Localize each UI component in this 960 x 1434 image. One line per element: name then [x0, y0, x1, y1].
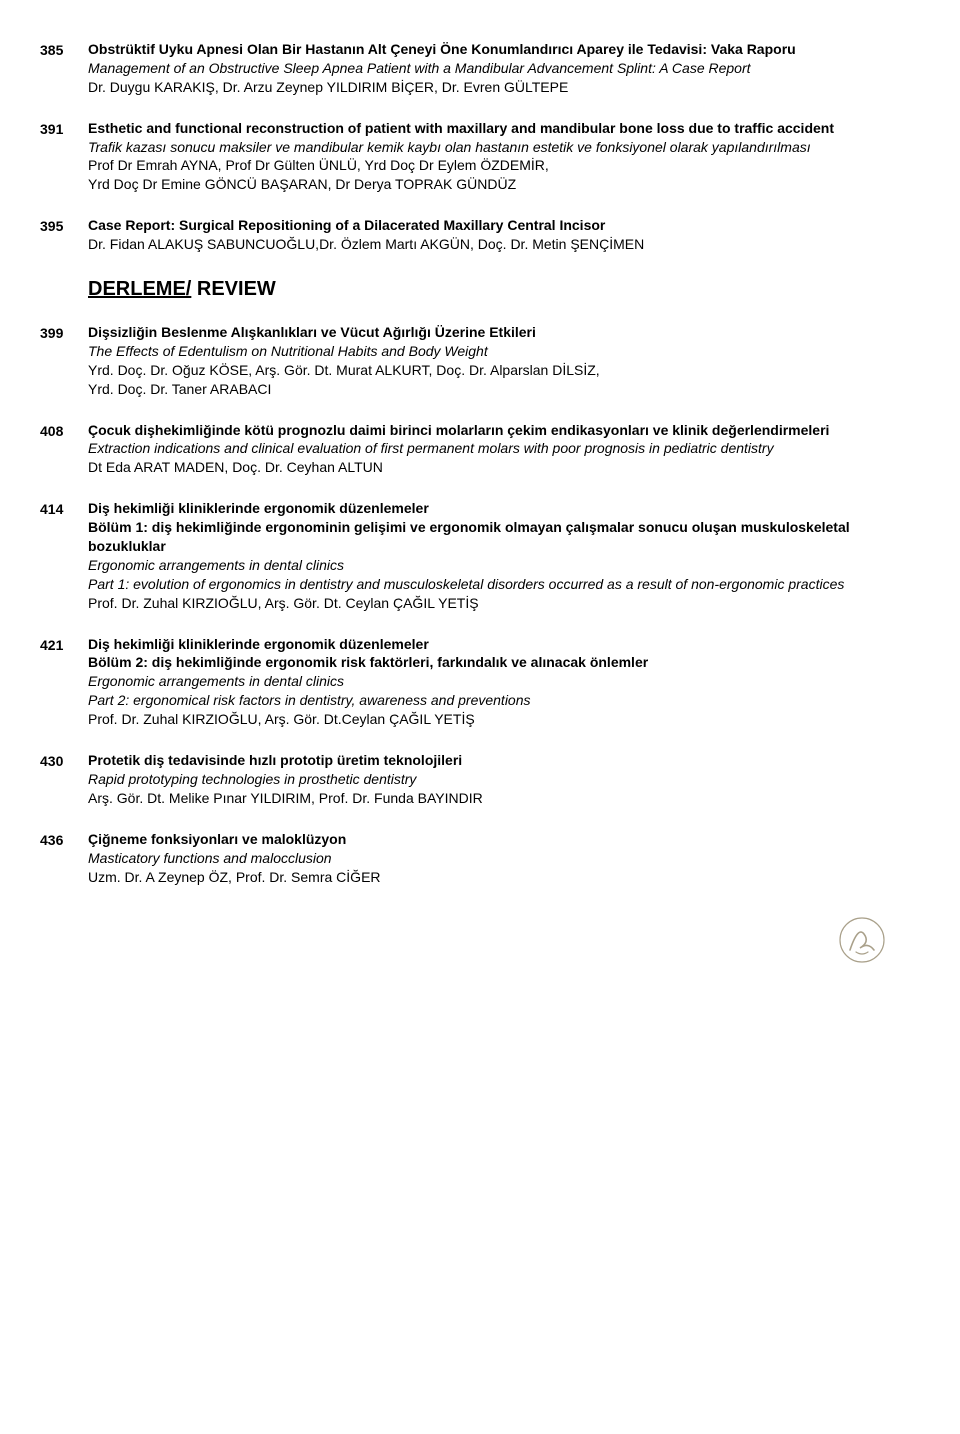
entry-subtitle: Ergonomic arrangements in dental clinics — [88, 556, 900, 575]
page-number: 414 — [40, 499, 88, 612]
entry-subtitle: Trafik kazası sonucu maksiler ve mandibu… — [88, 138, 900, 157]
entry-title: Diş hekimliği kliniklerinde ergonomik dü… — [88, 499, 900, 518]
toc-entry: 436 Çiğneme fonksiyonları ve maloklüzyon… — [40, 830, 900, 887]
toc-entry: 430 Protetik diş tedavisinde hızlı proto… — [40, 751, 900, 808]
entry-title: Çiğneme fonksiyonları ve maloklüzyon — [88, 830, 900, 849]
entry-content: Çiğneme fonksiyonları ve maloklüzyon Mas… — [88, 830, 900, 887]
entry-title: Protetik diş tedavisinde hızlı prototip … — [88, 751, 900, 770]
toc-entry: 421 Diş hekimliği kliniklerinde ergonomi… — [40, 635, 900, 729]
entry-authors: Prof. Dr. Zuhal KIRZIOĞLU, Arş. Gör. Dt.… — [88, 710, 900, 729]
entry-content: Dişsizliğin Beslenme Alışkanlıkları ve V… — [88, 323, 900, 399]
toc-entry: 385 Obstrüktif Uyku Apnesi Olan Bir Hast… — [40, 40, 900, 97]
monogram-icon — [834, 912, 890, 968]
entry-subtitle: Rapid prototyping technologies in prosth… — [88, 770, 900, 789]
toc-entry: 408 Çocuk dişhekimliğinde kötü prognozlu… — [40, 421, 900, 478]
entry-title: Esthetic and functional reconstruction o… — [88, 119, 900, 138]
section-heading: DERLEME/ REVIEW — [88, 276, 900, 303]
entry-title: Case Report: Surgical Repositioning of a… — [88, 216, 900, 235]
entry-subtitle-italic: Part 2: ergonomical risk factors in dent… — [88, 691, 900, 710]
page-number: 391 — [40, 119, 88, 195]
toc-entry: 399 Dişsizliğin Beslenme Alışkanlıkları … — [40, 323, 900, 399]
entry-title: Diş hekimliği kliniklerinde ergonomik dü… — [88, 635, 900, 654]
entry-authors: Arş. Gör. Dt. Melike Pınar YILDIRIM, Pro… — [88, 789, 900, 808]
entry-subtitle: The Effects of Edentulism on Nutritional… — [88, 342, 900, 361]
entry-content: Esthetic and functional reconstruction o… — [88, 119, 900, 195]
entry-authors: Dr. Fidan ALAKUŞ SABUNCUOĞLU,Dr. Özlem M… — [88, 235, 900, 254]
entry-authors: Prof Dr Emrah AYNA, Prof Dr Gülten ÜNLÜ,… — [88, 156, 900, 194]
entry-subtitle-bold: Bölüm 1: diş hekimliğinde ergonominin ge… — [88, 518, 900, 556]
entry-authors: Dt Eda ARAT MADEN, Doç. Dr. Ceyhan ALTUN — [88, 458, 900, 477]
page-number: 421 — [40, 635, 88, 729]
entry-authors: Uzm. Dr. A Zeynep ÖZ, Prof. Dr. Semra Cİ… — [88, 868, 900, 887]
entry-content: Case Report: Surgical Repositioning of a… — [88, 216, 900, 254]
entry-subtitle: Management of an Obstructive Sleep Apnea… — [88, 59, 900, 78]
toc-entry: 414 Diş hekimliği kliniklerinde ergonomi… — [40, 499, 900, 612]
entry-subtitle-italic: Part 1: evolution of ergonomics in denti… — [88, 575, 900, 594]
page-number: 436 — [40, 830, 88, 887]
toc-entry: 395 Case Report: Surgical Repositioning … — [40, 216, 900, 254]
entry-authors: Yrd. Doç. Dr. Oğuz KÖSE, Arş. Gör. Dt. M… — [88, 361, 900, 399]
entry-content: Diş hekimliği kliniklerinde ergonomik dü… — [88, 499, 900, 612]
entry-subtitle: Masticatory functions and malocclusion — [88, 849, 900, 868]
entry-authors: Prof. Dr. Zuhal KIRZIOĞLU, Arş. Gör. Dt.… — [88, 594, 900, 613]
entry-title: Obstrüktif Uyku Apnesi Olan Bir Hastanın… — [88, 40, 900, 59]
page-number: 385 — [40, 40, 88, 97]
toc-entry: 391 Esthetic and functional reconstructi… — [40, 119, 900, 195]
entry-content: Çocuk dişhekimliğinde kötü prognozlu dai… — [88, 421, 900, 478]
entry-subtitle: Extraction indications and clinical eval… — [88, 439, 900, 458]
entry-title: Dişsizliğin Beslenme Alışkanlıkları ve V… — [88, 323, 900, 342]
entry-authors: Dr. Duygu KARAKIŞ, Dr. Arzu Zeynep YILDI… — [88, 78, 900, 97]
section-heading-plain: REVIEW — [191, 278, 275, 300]
entry-content: Diş hekimliği kliniklerinde ergonomik dü… — [88, 635, 900, 729]
section-heading-underline: DERLEME/ — [88, 278, 191, 300]
footer-logo — [40, 908, 900, 968]
page-number: 408 — [40, 421, 88, 478]
entry-title: Çocuk dişhekimliğinde kötü prognozlu dai… — [88, 421, 900, 440]
page-number: 399 — [40, 323, 88, 399]
entry-subtitle-bold: Bölüm 2: diş hekimliğinde ergonomik risk… — [88, 653, 900, 672]
entry-subtitle: Ergonomic arrangements in dental clinics — [88, 672, 900, 691]
page-number: 430 — [40, 751, 88, 808]
entry-content: Obstrüktif Uyku Apnesi Olan Bir Hastanın… — [88, 40, 900, 97]
page-number: 395 — [40, 216, 88, 254]
entry-content: Protetik diş tedavisinde hızlı prototip … — [88, 751, 900, 808]
